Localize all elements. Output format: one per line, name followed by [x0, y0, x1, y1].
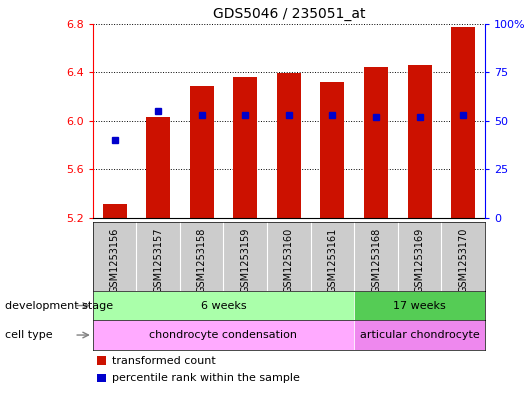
Text: GSM1253161: GSM1253161 [328, 228, 338, 293]
Bar [451, 27, 475, 218]
Text: GSM1253168: GSM1253168 [371, 228, 381, 293]
Text: chondrocyte condensation: chondrocyte condensation [149, 330, 297, 340]
Bar [96, 374, 107, 382]
Text: 6 weeks: 6 weeks [201, 301, 246, 310]
Bar [93, 291, 354, 320]
Text: GSM1253170: GSM1253170 [458, 228, 468, 293]
Text: GSM1253169: GSM1253169 [414, 228, 425, 293]
Text: transformed count: transformed count [112, 356, 216, 366]
Text: percentile rank within the sample: percentile rank within the sample [112, 373, 300, 384]
Text: GSM1253157: GSM1253157 [153, 228, 163, 293]
Text: GSM1253160: GSM1253160 [284, 228, 294, 293]
Bar [93, 320, 354, 350]
Bar [364, 67, 388, 218]
Title: GDS5046 / 235051_at: GDS5046 / 235051_at [213, 7, 365, 21]
Bar [146, 117, 170, 218]
Bar [233, 77, 257, 218]
Bar [354, 320, 485, 350]
Text: articular chondrocyte: articular chondrocyte [360, 330, 480, 340]
Bar [277, 73, 301, 218]
Text: development stage: development stage [5, 301, 113, 310]
Bar [190, 86, 214, 218]
Bar [103, 204, 127, 218]
Text: GSM1253159: GSM1253159 [240, 228, 250, 293]
Bar [96, 356, 107, 365]
Text: 17 weeks: 17 weeks [393, 301, 446, 310]
Text: cell type: cell type [5, 330, 53, 340]
Text: GSM1253158: GSM1253158 [197, 228, 207, 293]
Bar [408, 65, 431, 218]
Text: GSM1253156: GSM1253156 [110, 228, 120, 293]
Bar [321, 82, 344, 218]
Bar [354, 291, 485, 320]
